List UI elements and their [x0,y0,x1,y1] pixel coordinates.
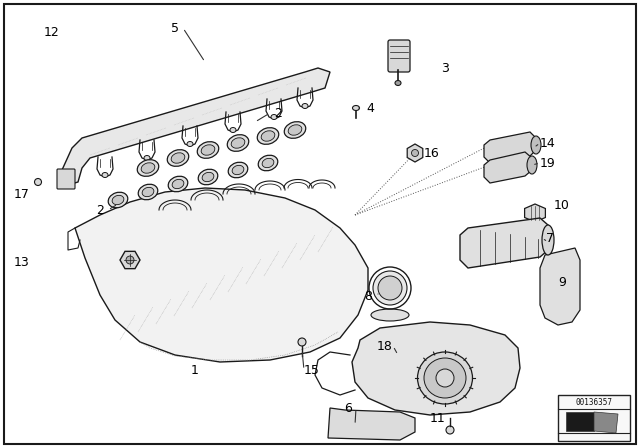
Ellipse shape [284,122,306,138]
Text: 18: 18 [377,340,393,353]
Ellipse shape [446,426,454,434]
Ellipse shape [227,135,249,151]
Ellipse shape [542,225,554,255]
Ellipse shape [137,159,159,177]
Polygon shape [120,251,140,269]
Ellipse shape [424,358,466,398]
Ellipse shape [261,131,275,141]
Polygon shape [328,408,415,440]
Text: 9: 9 [558,276,566,289]
Polygon shape [352,322,520,415]
Text: 17: 17 [14,188,30,201]
Text: 12: 12 [44,26,60,39]
Ellipse shape [187,142,193,146]
Text: 3: 3 [441,61,449,74]
Ellipse shape [232,165,244,175]
Ellipse shape [230,128,236,133]
Ellipse shape [262,158,274,168]
Text: 14: 14 [540,137,556,150]
Text: 7: 7 [546,232,554,245]
Text: 4: 4 [366,102,374,115]
Ellipse shape [126,256,134,264]
Ellipse shape [417,352,472,404]
FancyBboxPatch shape [388,40,410,72]
Ellipse shape [228,162,248,178]
Polygon shape [407,144,423,162]
Text: 19: 19 [540,156,556,169]
Ellipse shape [378,276,402,300]
Polygon shape [594,412,618,433]
Ellipse shape [198,169,218,185]
Polygon shape [484,132,536,163]
Ellipse shape [527,156,537,174]
Ellipse shape [436,369,454,387]
Text: 6: 6 [344,401,352,414]
Ellipse shape [102,172,108,177]
Ellipse shape [353,105,360,111]
Ellipse shape [271,115,277,120]
Polygon shape [75,188,368,362]
Ellipse shape [531,136,541,154]
Ellipse shape [395,81,401,86]
Text: 13: 13 [14,255,30,268]
Text: 8: 8 [364,289,372,302]
Ellipse shape [412,150,419,156]
Polygon shape [566,412,594,431]
Ellipse shape [144,155,150,160]
Ellipse shape [258,155,278,171]
Ellipse shape [257,128,279,144]
Text: 16: 16 [424,146,440,159]
Ellipse shape [138,184,158,200]
Text: 00136357: 00136357 [575,397,612,406]
Polygon shape [460,218,548,268]
Ellipse shape [167,150,189,166]
Ellipse shape [141,163,155,173]
Text: 2: 2 [274,107,282,120]
Ellipse shape [201,145,215,155]
Ellipse shape [371,309,409,321]
Text: 11: 11 [430,412,446,425]
Text: 1: 1 [191,363,199,376]
Ellipse shape [142,187,154,197]
Polygon shape [62,68,330,185]
Ellipse shape [197,142,219,158]
Ellipse shape [298,338,306,346]
Ellipse shape [168,176,188,192]
Polygon shape [540,248,580,325]
Polygon shape [525,204,545,222]
Ellipse shape [288,125,302,135]
Ellipse shape [112,195,124,205]
Ellipse shape [172,179,184,189]
Ellipse shape [108,192,128,208]
Text: 5: 5 [171,22,179,34]
Ellipse shape [202,172,214,182]
FancyBboxPatch shape [57,169,75,189]
Ellipse shape [302,103,308,108]
Ellipse shape [231,138,245,148]
Bar [558,395,630,441]
Text: 2: 2 [96,203,104,216]
Ellipse shape [35,178,42,185]
Ellipse shape [171,153,185,163]
Text: 15: 15 [304,363,320,376]
Ellipse shape [373,271,407,305]
Text: 10: 10 [554,198,570,211]
Polygon shape [484,152,532,183]
